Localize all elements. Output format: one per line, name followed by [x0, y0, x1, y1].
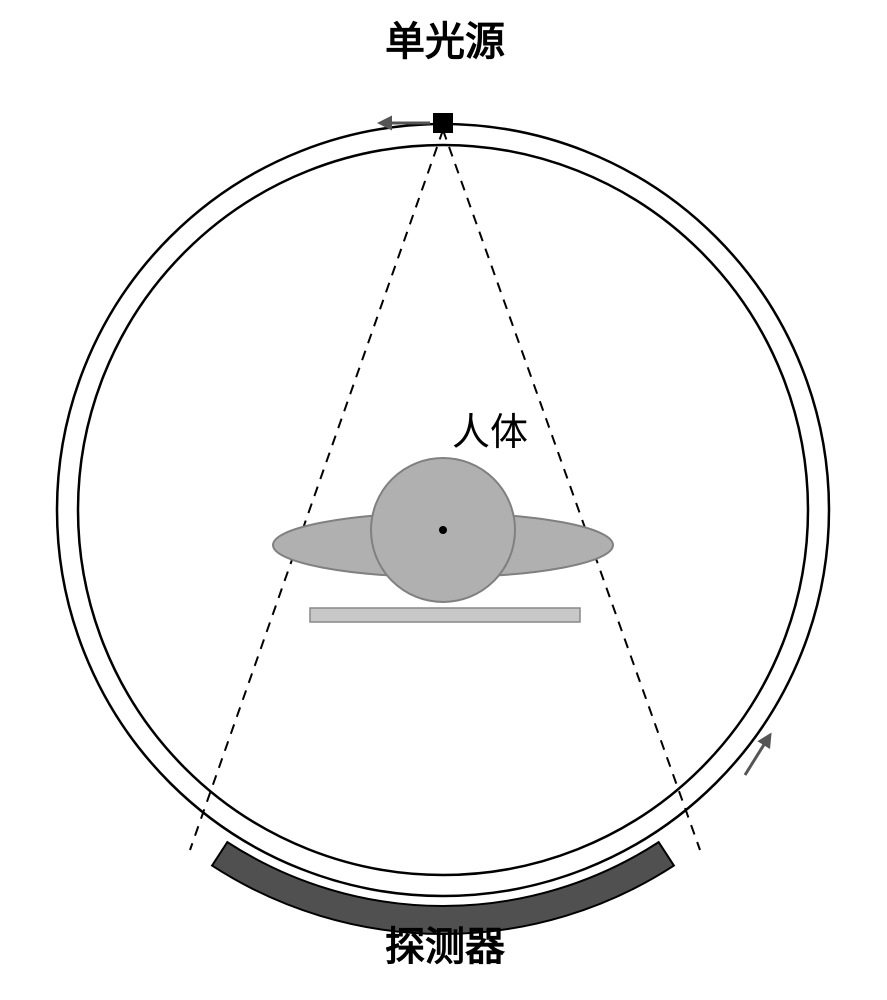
label-body: 人体 — [452, 412, 528, 454]
patient-table — [310, 608, 580, 622]
body-center-dot — [439, 526, 447, 534]
label-detector: 探测器 — [385, 925, 506, 969]
label-source: 单光源 — [385, 20, 505, 64]
source-marker — [433, 113, 453, 133]
